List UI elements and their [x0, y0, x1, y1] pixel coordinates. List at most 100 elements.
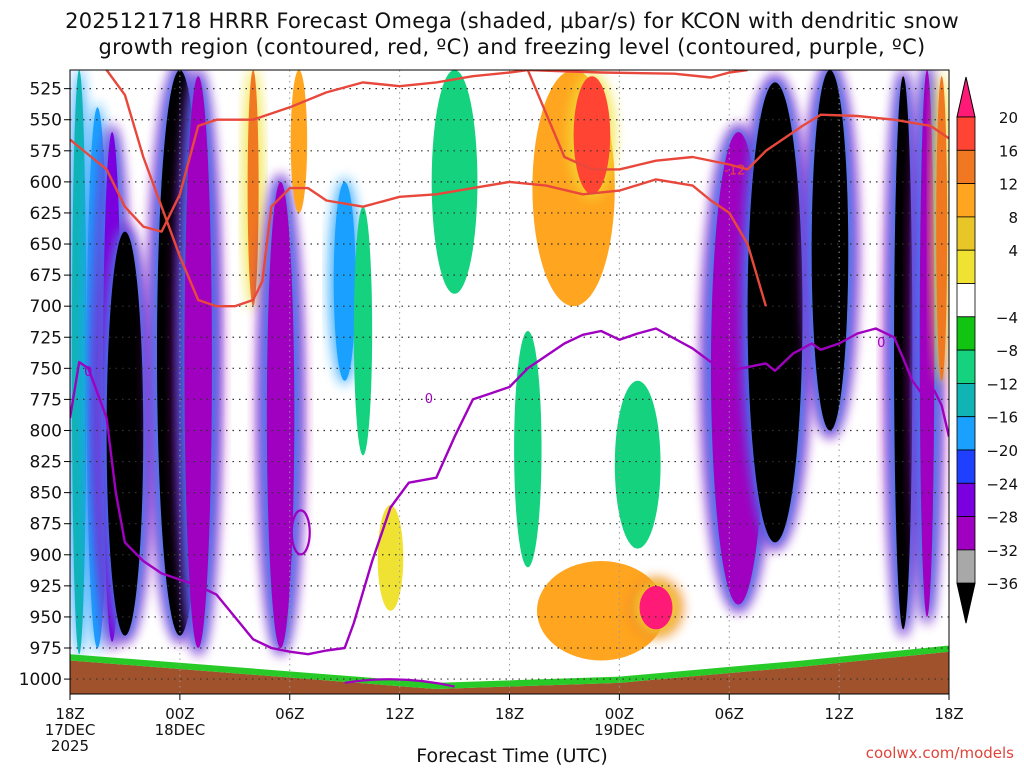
chart-title-line-1: 2025121718 HRRR Forecast Omega (shaded, …: [65, 9, 959, 33]
dgz-contour-label: -12: [724, 163, 745, 178]
colorbar-label-13: −36: [986, 575, 1018, 593]
ground-edge: [70, 645, 949, 690]
omega-cell-18: [639, 585, 673, 630]
colorbar-label-10: −24: [986, 475, 1018, 493]
freezing-level-label-2: 0: [877, 336, 885, 351]
colorbar-label-0: 20: [999, 109, 1018, 127]
omega-shading: [70, 70, 949, 661]
freezing-level-label-0: 0: [425, 392, 433, 407]
dgz-contour-0: [70, 70, 748, 233]
y-tick-label-19: 1000: [19, 670, 62, 690]
y-tick-label-8: 725: [30, 328, 62, 348]
dgz-contour-1: [526, 70, 949, 171]
x-tick-label-5-0: 00Z: [605, 705, 634, 723]
x-tick-label-4-0: 18Z: [495, 705, 524, 723]
omega-cell-16: [614, 380, 661, 549]
omega-cell-5: [184, 76, 212, 649]
freezing-level-loop-1: [290, 509, 311, 556]
x-tick-label-5-1: 19DEC: [594, 721, 645, 739]
omega-cell-23: [919, 70, 935, 617]
contours: -12 0 0 0: [70, 70, 949, 688]
x-tick-label-1-1: 18DEC: [155, 721, 206, 739]
x-axis-label: Forecast Time (UTC): [416, 745, 608, 767]
y-tick-label-17: 950: [30, 608, 62, 628]
colorbar-swatch-4: [956, 216, 976, 251]
dgz-contour-2: [105, 70, 768, 308]
chart-title-line-2: growth region (contoured, red, ºC) and f…: [98, 35, 926, 59]
x-tick-label-6-0: 06Z: [715, 705, 744, 723]
colorbar-swatch-9: [956, 382, 976, 418]
y-tick-label-0: 525: [30, 80, 62, 100]
colorbar-swatch-7: [956, 316, 976, 351]
y-tick-label-1: 550: [30, 111, 62, 131]
freezing-level-loop-2: [344, 678, 455, 688]
colorbar: 20 16 12 8 4 −4 −8 −12 −16 −20 −24 −28 −32 −36: [956, 76, 1018, 624]
omega-cell-15: [573, 76, 611, 195]
y-tick-label-18: 975: [30, 639, 62, 659]
colorbar-label-11: −28: [986, 509, 1018, 527]
colorbar-label-9: −20: [986, 442, 1018, 460]
colorbar-label-5: −4: [996, 309, 1018, 327]
y-tick-label-4: 625: [30, 204, 62, 224]
y-tick-label-10: 775: [30, 390, 62, 410]
ground-terrain: [70, 651, 949, 694]
y-tick-label-2: 575: [30, 142, 62, 162]
x-tick-label-2-0: 06Z: [275, 705, 304, 723]
omega-cell-17: [536, 560, 666, 661]
y-tick-label-3: 600: [30, 173, 62, 193]
omega-cell-7: [266, 181, 295, 649]
colorbar-label-8: −16: [986, 409, 1018, 427]
y-tick-label-7: 700: [30, 297, 62, 317]
colorbar-label-1: 16: [999, 142, 1018, 160]
omega-cell-11: [377, 505, 404, 611]
omega-cell-10: [353, 206, 373, 456]
colorbar-bottom-arrow: [956, 582, 976, 624]
y-tick-label-15: 900: [30, 546, 62, 566]
x-tick-label-3-0: 12Z: [385, 705, 414, 723]
y-tick-label-14: 875: [30, 515, 62, 535]
omega-cell-6: [247, 70, 259, 307]
colorbar-swatch-2: [956, 149, 976, 185]
y-tick-label-12: 825: [30, 453, 62, 473]
colorbar-swatch-13: [956, 516, 976, 551]
omega-cell-21: [811, 70, 849, 431]
colorbar-swatch-6: [956, 283, 976, 318]
x-tick-label-0-2: 2025: [51, 737, 89, 755]
colorbar-label-3: 8: [1008, 209, 1018, 227]
ground: [70, 645, 949, 694]
x-tick-label-0-0: 18Z: [55, 705, 84, 723]
freezing-level-contour: [70, 327, 949, 656]
colorbar-swatch-10: [956, 416, 976, 451]
colorbar-label-7: −12: [986, 375, 1018, 393]
colorbar-label-4: 4: [1008, 242, 1018, 260]
freezing-level-label-1: 0: [84, 365, 92, 380]
x-tick-label-7-0: 12Z: [824, 705, 853, 723]
colorbar-swatch-8: [956, 349, 976, 384]
colorbar-swatch-1: [956, 116, 976, 151]
omega-cell-13: [514, 331, 542, 568]
y-tick-label-13: 850: [30, 484, 62, 504]
omega-cell-22: [894, 76, 913, 630]
omega-cell-9: [333, 181, 356, 381]
omega-cell-8: [290, 70, 308, 213]
y-tick-label-6: 675: [30, 266, 62, 286]
x-tick-label-8-0: 18Z: [934, 705, 963, 723]
x-tick-label-0-1: 17DEC: [45, 721, 96, 739]
colorbar-swatch-11: [956, 449, 976, 484]
colorbar-top-arrow: [956, 76, 976, 118]
colorbar-swatch-12: [956, 482, 976, 517]
y-tick-label-16: 925: [30, 577, 62, 597]
y-axis: 525 550 575 600 625 650 675 700 725 750 775 800 825 8…: [19, 80, 70, 690]
x-tick-label-1-0: 00Z: [165, 705, 194, 723]
y-tick-label-11: 800: [30, 421, 62, 441]
colorbar-swatch-3: [956, 183, 976, 218]
credit-link[interactable]: coolwx.com/models: [865, 744, 1014, 762]
colorbar-label-2: 12: [999, 176, 1018, 194]
colorbar-label-6: −8: [996, 342, 1018, 360]
y-tick-label-5: 650: [30, 235, 62, 255]
colorbar-label-12: −32: [986, 542, 1018, 560]
colorbar-swatch-5: [956, 249, 976, 284]
omega-cell-3: [106, 231, 144, 636]
